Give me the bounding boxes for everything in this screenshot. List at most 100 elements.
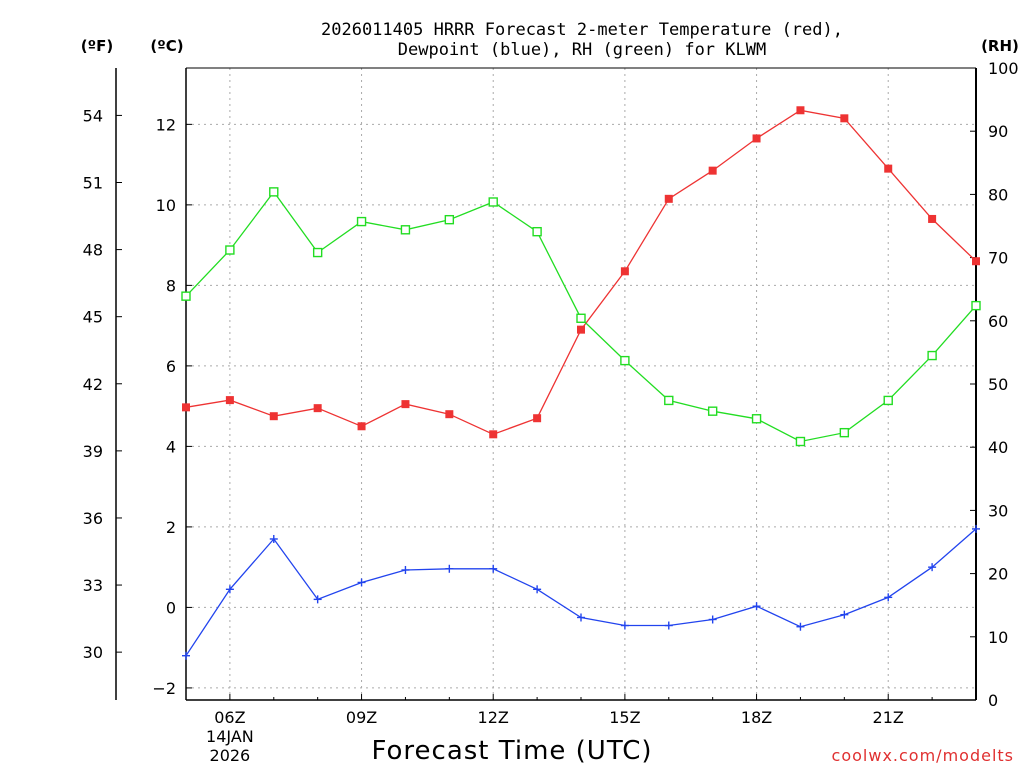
relative-humidity-point [356,216,367,227]
chart-title-line1: 2026011405 HRRR Forecast 2-meter Tempera… [321,20,843,40]
rh-tick-label: 10 [988,628,1008,647]
celsius-tick-label: 10 [156,196,176,215]
rh-tick-label: 20 [988,565,1008,584]
fahrenheit-tick-label: 33 [83,576,103,595]
relative-humidity-point [707,406,718,416]
dewpoint-point [577,613,585,622]
relative-humidity-point [927,350,937,361]
dewpoint-point [884,593,893,602]
relative-humidity-point [971,300,981,311]
celsius-tick-label: 8 [166,276,176,295]
x-tick-label: 18Z [741,708,772,727]
2-meter-temperature-point [313,404,322,413]
celsius-tick-label: −2 [152,679,176,698]
2-meter-temperature-point [708,166,717,175]
2-meter-temperature-point [269,412,278,421]
2-meter-temperature-point [401,400,410,409]
dewpoint-point [796,622,805,631]
relative-humidity-point [269,187,279,197]
relative-humidity-point [664,395,674,406]
fahrenheit-tick-label: 54 [83,106,103,125]
dewpoint-point [928,563,937,572]
x-tick-label: 15Z [609,708,640,727]
rh-tick-label: 70 [988,249,1008,268]
dewpoint-point [972,524,980,533]
2-meter-temperature-point [489,430,498,439]
x-tick-date-label: 2026 [210,746,251,765]
x-tick-label: 06Z [214,708,245,727]
dewpoint-point [401,565,410,574]
2-meter-temperature-point [664,194,673,203]
credit-text: coolwx.com/modelts [832,746,1014,765]
x-tick-label: 09Z [346,708,377,727]
2-meter-temperature-point [884,164,893,173]
series-layer [181,106,981,660]
relative-humidity-point [225,245,235,255]
fahrenheit-tick-label: 39 [83,442,103,461]
x-tick-date-label: 14JAN [206,727,254,746]
relative-humidity-point [620,355,630,366]
relative-humidity-point [532,226,542,237]
celsius-tick-label: 0 [166,598,176,617]
rh-tick-label: 90 [988,122,1008,141]
rh-tick-label: 100 [988,59,1019,78]
2-meter-temperature-point [752,134,761,143]
celsius-tick-label: 12 [156,115,176,134]
rh-tick-label: 80 [988,185,1008,204]
2-meter-temperature-point [182,403,190,412]
2-meter-temperature-point [577,325,585,334]
x-axis-label: Forecast Time (UTC) [371,736,652,766]
fahrenheit-tick-label: 36 [83,509,103,528]
axes: −2 0 2 4 6 8 10 12 30 33 36 39 42 45 48 51 54 0 10 20 30 40 50… [83,59,1019,765]
relative-humidity-point [751,414,762,424]
fahrenheit-unit-label: (ºF) [81,37,113,55]
relative-humidity-point [883,395,893,406]
celsius-unit-label: (ºC) [150,37,183,55]
celsius-tick-label: 6 [166,357,176,376]
celsius-tick-label: 4 [166,437,176,456]
fahrenheit-tick-label: 45 [83,308,103,327]
dewpoint-point [533,585,542,594]
gridlines [186,68,976,700]
x-tick-label: 12Z [478,708,509,727]
dewpoint-point [840,610,849,619]
2-meter-temperature-point [620,267,629,276]
dewpoint-point [708,615,717,624]
rh-unit-label: (RH) [981,37,1019,55]
fahrenheit-tick-label: 51 [83,174,103,193]
dewpoint-line [185,528,977,657]
dewpoint-point [225,585,234,594]
dewpoint-point [752,602,761,611]
relative-humidity-point [488,197,498,207]
2-meter-temperature-point [445,410,454,419]
2-meter-temperature-point [928,214,937,223]
rh-tick-label: 30 [988,501,1008,520]
relative-humidity-point [795,436,806,447]
relative-humidity-point [839,427,850,438]
2-meter-temperature-point [840,114,849,123]
x-tick-label: 21Z [873,708,904,727]
dewpoint-point [664,621,673,630]
relative-humidity-point [400,225,411,235]
dewpoint-point [182,651,190,660]
dewpoint-point [357,578,366,587]
dewpoint-point [313,595,322,604]
fahrenheit-tick-label: 42 [83,375,103,394]
fahrenheit-tick-label: 30 [83,643,103,662]
relative-humidity-point [312,247,323,258]
2-meter-temperature-point [225,396,234,405]
celsius-tick-label: 2 [166,518,176,537]
fahrenheit-tick-label: 48 [83,241,103,260]
rh-tick-label: 60 [988,312,1008,331]
2-meter-temperature-point [357,422,366,431]
2-meter-temperature-point [796,106,805,115]
relative-humidity-point [181,291,191,301]
dewpoint-point [445,564,454,573]
relative-humidity-point [444,214,455,225]
relative-humidity-point [576,313,586,323]
dewpoint-point [620,621,629,630]
rh-tick-label: 40 [988,438,1008,457]
chart-title-line2: Dewpoint (blue), RH (green) for KLWM [398,40,766,60]
dewpoint-point [269,534,278,543]
